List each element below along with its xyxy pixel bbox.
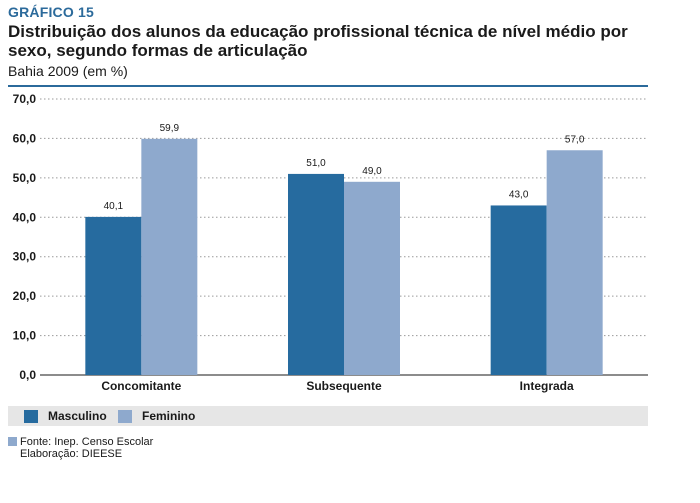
y-tick-label: 40,0: [13, 210, 37, 224]
legend-swatch-feminino: [118, 409, 132, 423]
x-tick-label: Subsequente: [306, 379, 382, 393]
y-tick-label: 30,0: [13, 250, 37, 264]
y-tick-label: 20,0: [13, 289, 37, 303]
bar-chart: 0,0 10,0 20,0 30,0 40,0 50,0 60,0 70,0 40,1 59,9 C…: [13, 92, 648, 393]
chart-subtitle: Bahia 2009 (em %): [8, 63, 128, 79]
credit-text: Elaboração: DIEESE: [20, 448, 123, 460]
legend-label-feminino: Feminino: [142, 409, 196, 423]
y-tick-label: 60,0: [13, 131, 37, 145]
bar-feminino-integrada: [546, 150, 603, 375]
source-square-icon: [8, 437, 17, 446]
chart-number: GRÁFICO 15: [8, 4, 95, 20]
source-note: Fonte: Inep. Censo Escolar Elaboração: D…: [8, 436, 153, 460]
legend-label-masculino: Masculino: [48, 409, 107, 423]
bar-masculino-concomitante: [85, 216, 142, 375]
x-tick-label: Concomitante: [101, 379, 181, 393]
bar-feminino-concomitante: [141, 138, 198, 375]
source-text: Fonte: Inep. Censo Escolar: [20, 436, 154, 448]
bar-feminino-subsequente: [344, 181, 400, 375]
data-label: 49,0: [362, 166, 382, 177]
legend-item-masculino: Masculino: [24, 409, 107, 423]
legend-swatch-masculino: [24, 409, 38, 423]
data-label: 51,0: [306, 158, 326, 169]
data-label: 43,0: [509, 189, 529, 200]
y-tick-label: 50,0: [13, 171, 37, 185]
bar-masculino-subsequente: [288, 173, 344, 375]
chart-title: Distribuição dos alunos da educação prof…: [8, 22, 628, 60]
header-rule: [8, 85, 648, 87]
data-label: 59,9: [160, 123, 180, 134]
y-tick-label: 0,0: [19, 368, 36, 382]
legend: Masculino Feminino: [8, 406, 648, 426]
data-label: 40,1: [104, 201, 124, 212]
bar-masculino-integrada: [490, 205, 547, 375]
y-tick-label: 10,0: [13, 329, 37, 343]
y-tick-label: 70,0: [13, 92, 37, 106]
x-tick-label: Integrada: [520, 379, 574, 393]
legend-item-feminino: Feminino: [118, 409, 195, 423]
data-label: 57,0: [565, 134, 585, 145]
